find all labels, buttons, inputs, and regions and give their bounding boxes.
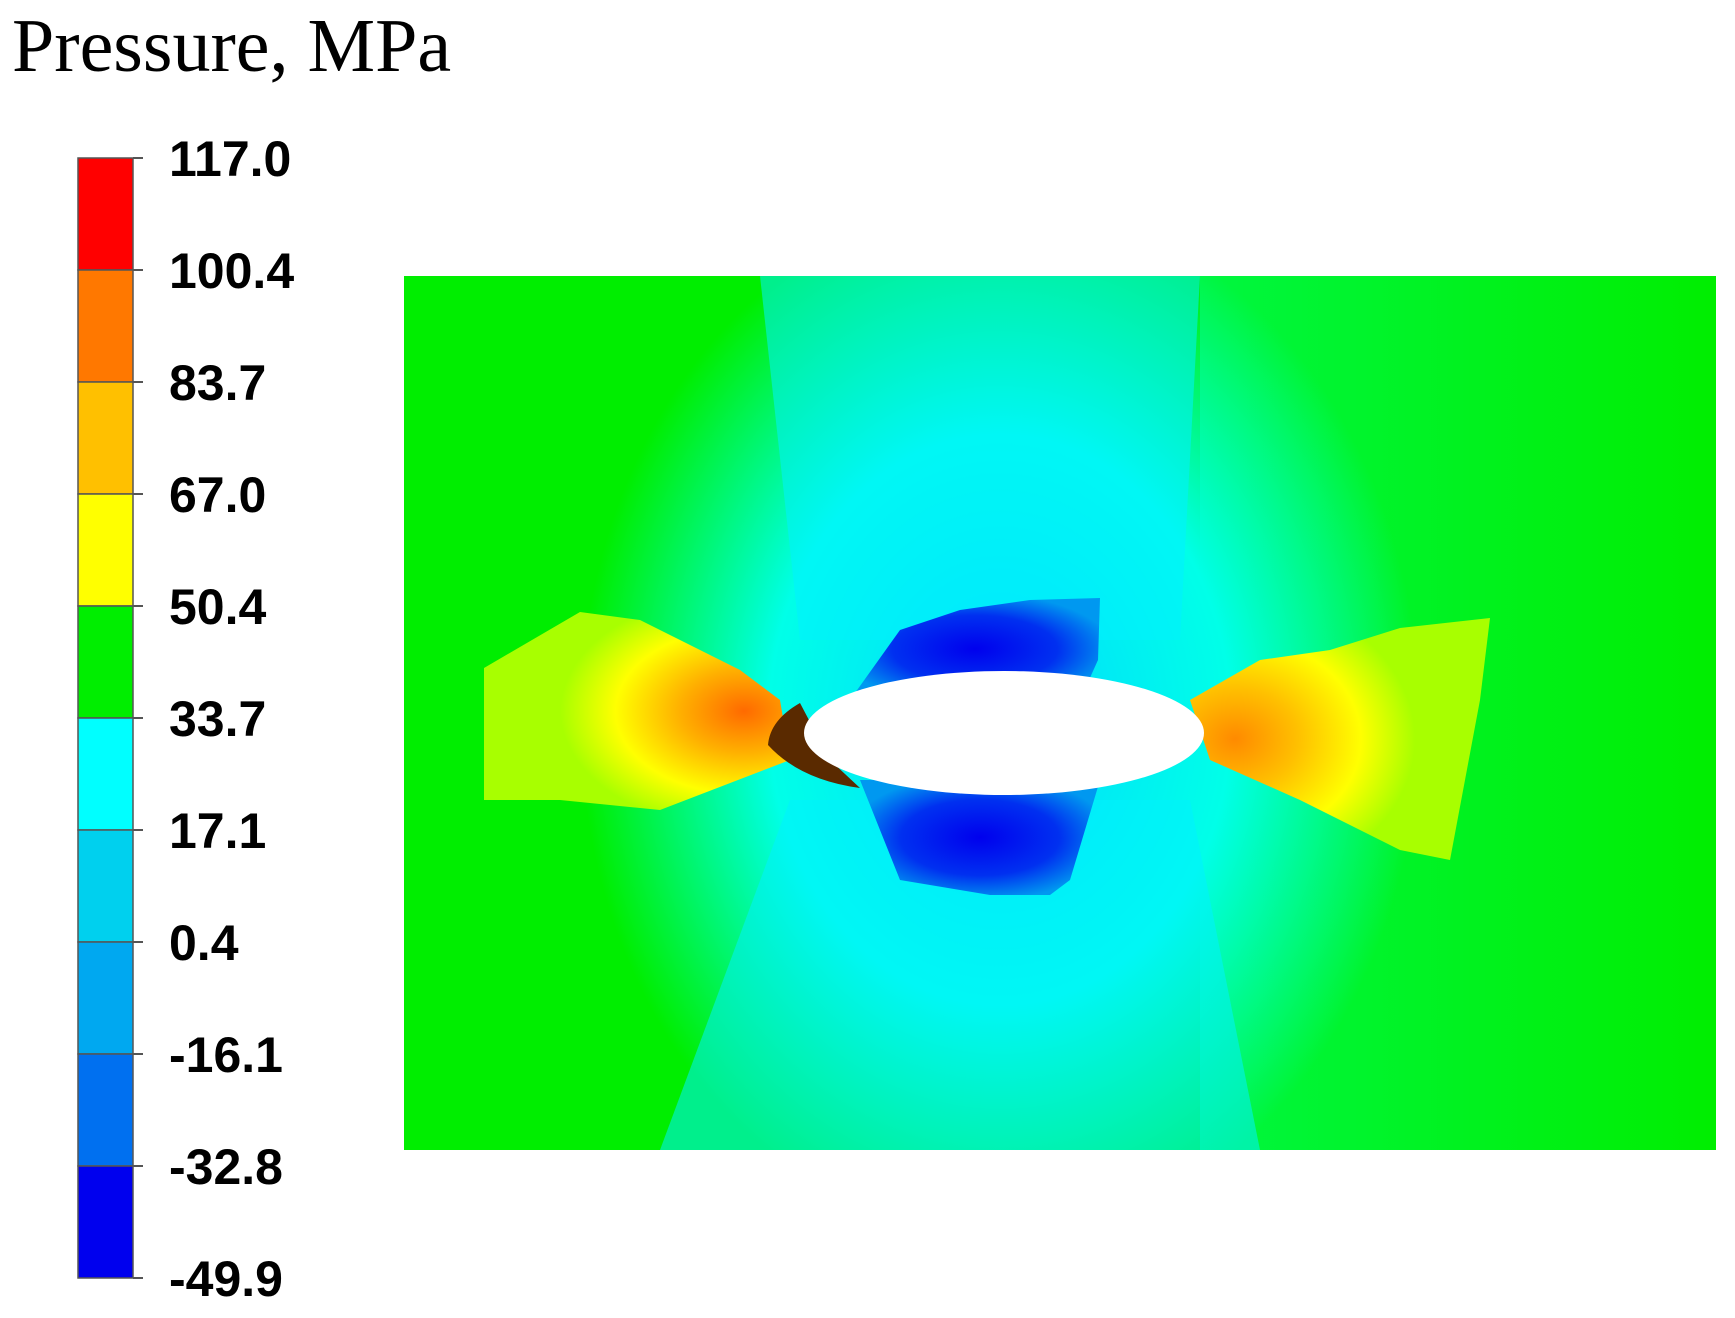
- colorbar-band: [77, 941, 134, 1055]
- right-high-pressure-lobe: [1190, 618, 1490, 860]
- colorbar-tick-label: 50.4: [169, 579, 267, 635]
- colorbar-band: [77, 1053, 134, 1167]
- upper-cyan-wedge: [760, 276, 1200, 640]
- colorbar-band: [77, 381, 134, 495]
- cavity: [804, 671, 1204, 795]
- left-high-pressure-lobe: [484, 612, 790, 810]
- colorbar-legend: 117.0 100.4 83.7 67.0 50.4 33.7 17.1 0.4 -16.1 -3…: [77, 131, 294, 1307]
- colorbar-tick-label: 100.4: [169, 243, 294, 299]
- colorbar-tick-label: 117.0: [169, 131, 291, 187]
- chart-title: Pressure, MPa: [12, 4, 452, 88]
- colorbar-band: [77, 269, 134, 383]
- lower-cyan-wedge: [660, 800, 1260, 1150]
- colorbar-tick-label: 67.0: [169, 467, 266, 523]
- colorbar-tick-label: 83.7: [169, 355, 266, 411]
- colorbar-band: [77, 829, 134, 943]
- colorbar-tick-label: 33.7: [169, 691, 266, 747]
- colorbar-band: [77, 157, 134, 271]
- colorbar-tick-label: -32.8: [169, 1139, 283, 1195]
- colorbar-tick-label: -16.1: [169, 1027, 283, 1083]
- lower-low-pressure-zone: [860, 780, 1100, 895]
- colorbar-tick-label: 0.4: [169, 915, 239, 971]
- colorbar-tick-label: -49.9: [169, 1251, 283, 1307]
- colorbar-band: [77, 1165, 134, 1279]
- colorbar-tick-label: 17.1: [169, 803, 266, 859]
